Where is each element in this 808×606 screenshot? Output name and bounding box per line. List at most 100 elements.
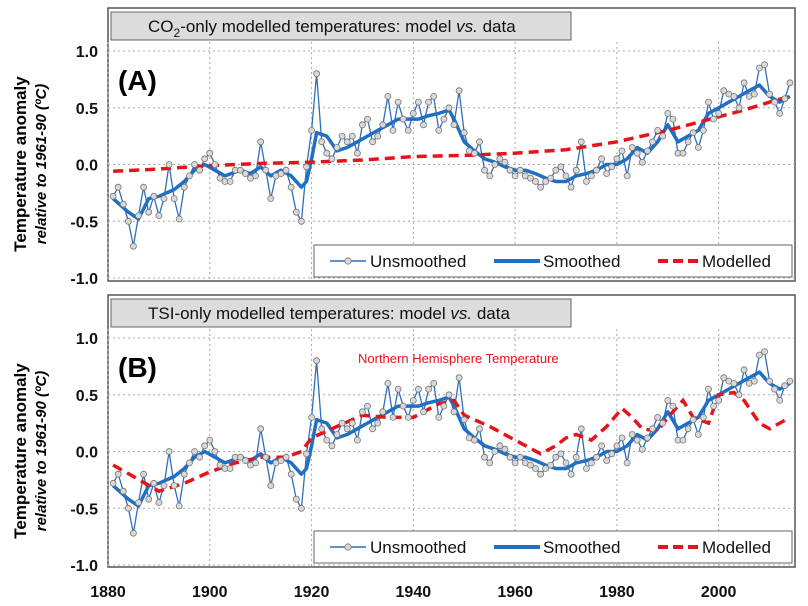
data-point	[583, 178, 590, 185]
data-point	[185, 459, 193, 467]
data-point	[562, 172, 570, 180]
data-point	[547, 461, 555, 469]
data-point	[379, 121, 387, 129]
data-point	[364, 402, 371, 410]
data-point	[547, 174, 555, 182]
data-point	[750, 90, 758, 98]
data-point	[700, 126, 707, 134]
data-point	[180, 183, 188, 191]
data-point	[715, 110, 723, 117]
data-point	[292, 495, 300, 503]
data-point	[425, 98, 433, 106]
data-point	[761, 61, 768, 68]
data-point	[384, 93, 392, 100]
y-axis-label-bottom-line2: relative to 1961-90 (ºC)	[33, 371, 50, 532]
data-point	[715, 396, 723, 404]
data-point	[705, 98, 712, 106]
panel-title: TSI-only modelled temperatures: model vs…	[148, 304, 510, 323]
data-point	[649, 425, 656, 433]
data-point	[623, 459, 631, 467]
panel-co2: CO2-only modelled temperatures: model vs…	[70, 7, 796, 288]
data-point	[180, 470, 188, 478]
data-point	[455, 374, 463, 382]
data-point	[399, 402, 407, 410]
data-point	[160, 482, 168, 490]
data-point	[593, 453, 600, 461]
data-point	[257, 425, 265, 433]
data-point	[679, 436, 687, 444]
data-point	[206, 436, 214, 444]
data-point	[730, 93, 738, 100]
data-point	[527, 461, 534, 469]
data-point	[771, 98, 778, 106]
x-tick-label: 1980	[599, 584, 635, 601]
y-tick-label: 1.0	[76, 44, 98, 61]
data-point	[516, 166, 524, 174]
data-point	[445, 391, 453, 399]
data-point	[552, 453, 560, 461]
legend-box	[313, 244, 793, 278]
data-point	[358, 121, 366, 129]
data-point	[282, 166, 290, 174]
data-point	[150, 479, 158, 487]
data-point	[196, 166, 204, 174]
y-axis-label-top-line1: Temperature anomaly	[11, 76, 30, 252]
data-point	[236, 453, 244, 461]
data-point	[476, 138, 483, 146]
data-point	[588, 172, 595, 180]
annotation-northern-hemisphere: Northern Hemisphere Temperature	[358, 351, 559, 366]
data-point	[511, 172, 519, 180]
data-point	[135, 212, 142, 220]
y-axis-label-top-line2: relative to 1961-90 (ºC)	[33, 84, 50, 245]
data-point	[761, 348, 768, 356]
data-point	[654, 126, 661, 134]
data-point	[618, 147, 626, 155]
data-point	[562, 459, 570, 467]
data-point	[618, 434, 626, 442]
data-point	[404, 126, 412, 134]
data-point	[511, 459, 519, 467]
data-point	[700, 413, 707, 421]
data-point	[470, 436, 478, 444]
data-point	[440, 115, 448, 123]
data-point	[664, 110, 672, 117]
data-point	[781, 382, 789, 390]
data-point	[262, 453, 270, 461]
data-point	[430, 379, 438, 387]
data-point	[323, 149, 331, 157]
panel-title-box	[110, 298, 572, 328]
data-point	[730, 379, 738, 387]
data-point	[191, 448, 198, 455]
data-point	[420, 408, 427, 416]
data-point	[160, 195, 168, 203]
data-point	[593, 166, 600, 174]
data-point	[303, 163, 310, 171]
data-point	[318, 138, 326, 146]
data-point	[532, 178, 539, 185]
data-point	[277, 457, 285, 465]
data-point	[771, 385, 778, 393]
data-point	[206, 149, 214, 157]
data-point	[191, 161, 198, 168]
data-point	[577, 425, 585, 433]
data-point	[297, 504, 305, 512]
data-point	[389, 413, 397, 421]
series-group	[109, 348, 794, 537]
data-point	[481, 166, 489, 174]
data-point	[644, 434, 651, 442]
data-point	[572, 166, 580, 174]
data-point	[705, 385, 712, 393]
data-point	[598, 155, 605, 163]
y-tick-label: -0.5	[70, 214, 98, 231]
data-point	[460, 129, 468, 137]
data-point	[776, 396, 784, 404]
data-point	[201, 155, 209, 163]
data-point	[374, 419, 382, 427]
plot-frame	[107, 7, 796, 282]
panel-title-box	[110, 11, 572, 41]
data-point	[109, 479, 117, 487]
data-point	[669, 115, 677, 123]
data-point	[664, 396, 672, 404]
data-point	[435, 413, 443, 421]
